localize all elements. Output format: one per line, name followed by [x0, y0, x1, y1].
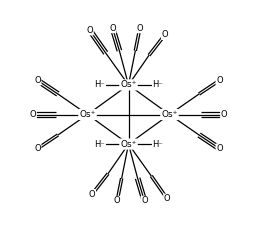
- Text: Os⁺: Os⁺: [79, 110, 96, 119]
- Text: O: O: [216, 76, 223, 85]
- Text: H⁻: H⁻: [94, 140, 105, 149]
- Text: O: O: [164, 194, 170, 203]
- Text: Os⁺: Os⁺: [120, 80, 137, 89]
- Text: O: O: [114, 196, 121, 205]
- Text: H⁻: H⁻: [152, 80, 163, 89]
- Text: O: O: [30, 110, 36, 119]
- Text: O: O: [136, 24, 143, 33]
- Text: O: O: [89, 190, 95, 199]
- Text: O: O: [141, 196, 148, 205]
- Text: O: O: [162, 30, 168, 39]
- Text: O: O: [34, 144, 41, 153]
- Text: H⁻: H⁻: [94, 80, 105, 89]
- Text: O: O: [221, 110, 227, 119]
- Text: Os⁺: Os⁺: [161, 110, 178, 119]
- Text: O: O: [216, 144, 223, 153]
- Text: Os⁺: Os⁺: [120, 140, 137, 149]
- Text: O: O: [87, 26, 93, 35]
- Text: H⁻: H⁻: [152, 140, 163, 149]
- Text: O: O: [109, 24, 116, 33]
- Text: O: O: [34, 76, 41, 85]
